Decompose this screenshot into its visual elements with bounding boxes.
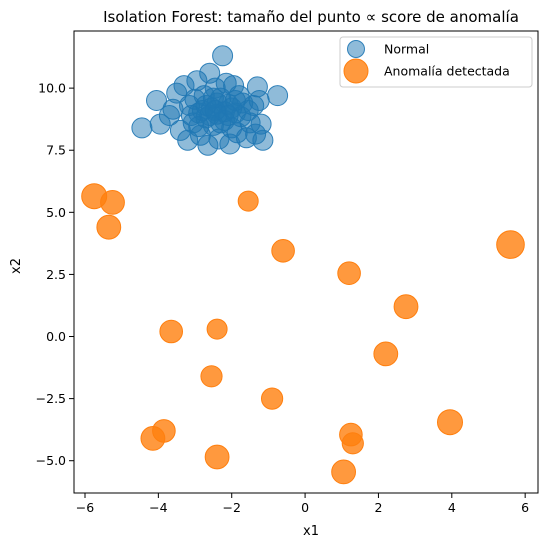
anomaly-point bbox=[200, 365, 223, 388]
anomaly-point bbox=[100, 190, 125, 215]
y-tick-label: 7.5 bbox=[46, 143, 66, 158]
normal-point bbox=[267, 85, 289, 107]
legend-marker-normal bbox=[347, 40, 365, 58]
anomaly-point bbox=[261, 387, 284, 410]
y-tick-label: −2.5 bbox=[36, 391, 66, 406]
legend-label-anomaly: Anomalía detectada bbox=[384, 64, 510, 79]
anomaly-point bbox=[341, 432, 364, 455]
plot-frame bbox=[73, 30, 539, 494]
anomaly-point bbox=[96, 214, 122, 240]
anomaly-point bbox=[331, 459, 357, 485]
y-tick-label: 2.5 bbox=[46, 267, 66, 282]
y-tick-label: 0.0 bbox=[46, 329, 66, 344]
anomaly-point bbox=[271, 239, 295, 263]
x-tick-label: −2 bbox=[223, 500, 241, 515]
chart-title: Isolation Forest: tamaño del punto ∝ sco… bbox=[103, 8, 519, 26]
anomaly-point bbox=[159, 319, 183, 344]
x-tick-label: 0 bbox=[301, 500, 309, 515]
points-layer bbox=[81, 45, 525, 485]
y-tick-label: 5.0 bbox=[46, 205, 66, 220]
normal-point bbox=[252, 129, 274, 151]
anomaly-point bbox=[437, 409, 463, 436]
normal-point bbox=[248, 90, 270, 111]
normal-point bbox=[204, 100, 226, 121]
anomaly-point bbox=[337, 261, 361, 286]
legend: Normal Anomalía detectada bbox=[339, 36, 533, 88]
anomaly-point bbox=[393, 294, 419, 320]
x-tick-label: 4 bbox=[448, 500, 456, 515]
normal-point bbox=[131, 117, 153, 139]
legend-box bbox=[339, 36, 533, 88]
x-tick-label: 6 bbox=[521, 500, 529, 515]
x-tick-label: −6 bbox=[76, 500, 94, 515]
legend-label-normal: Normal bbox=[384, 42, 429, 57]
y-tick-label: −5.0 bbox=[36, 453, 66, 468]
y-axis-label: x2 bbox=[9, 258, 24, 274]
x-tick-label: 2 bbox=[374, 500, 382, 515]
y-tick-label: 10.0 bbox=[38, 81, 66, 96]
normal-point bbox=[212, 45, 234, 67]
anomaly-point bbox=[204, 444, 230, 470]
anomaly-point bbox=[373, 341, 399, 367]
anomaly-point bbox=[140, 426, 166, 451]
normal-point bbox=[224, 90, 246, 111]
x-tick-label: −4 bbox=[149, 500, 167, 515]
anomaly-point bbox=[496, 230, 525, 259]
legend-marker-anomaly bbox=[343, 58, 369, 84]
anomaly-point bbox=[206, 318, 228, 340]
x-axis-label: x1 bbox=[303, 524, 319, 539]
normal-point bbox=[146, 90, 167, 111]
anomaly-point bbox=[237, 190, 259, 212]
normal-point bbox=[188, 116, 210, 138]
axes-layer: −6 −4 −2 0 2 4 6 −5.0 −2.5 0.0 2.5 5.0 7.5 10.0 bbox=[36, 30, 539, 515]
